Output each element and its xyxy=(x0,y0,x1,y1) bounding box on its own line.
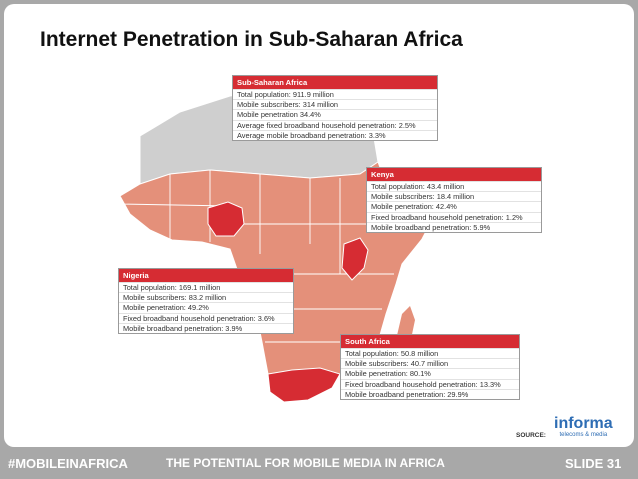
nigeria-region xyxy=(207,201,245,237)
source-label: SOURCE: xyxy=(516,432,546,439)
kenya-region xyxy=(341,237,369,281)
box-row: Total population: 50.8 million xyxy=(341,348,519,358)
box-row: Total population: 911.9 million xyxy=(233,89,437,99)
slide-footer: #MOBILEINAFRICA THE POTENTIAL FOR MOBILE… xyxy=(0,450,638,479)
box-row: Fixed broadband household penetration: 1… xyxy=(341,378,519,389)
box-row: Average mobile broadband penetration: 3.… xyxy=(233,129,437,140)
box-row: Mobile broadband penetration: 3.9% xyxy=(119,322,293,333)
box-row: Mobile subscribers: 18.4 million xyxy=(367,191,541,201)
box-header: South Africa xyxy=(341,335,519,348)
sub-saharan-africa-box: Sub-Saharan Africa Total population: 911… xyxy=(232,75,438,141)
footer-title: THE POTENTIAL FOR MOBILE MEDIA IN AFRICA xyxy=(166,456,445,470)
box-row: Fixed broadband household penetration: 3… xyxy=(119,312,293,323)
nigeria-box: Nigeria Total population: 169.1 million … xyxy=(118,268,294,334)
kenya-box: Kenya Total population: 43.4 million Mob… xyxy=(366,167,542,233)
box-row: Mobile subscribers: 83.2 million xyxy=(119,292,293,302)
box-row: Mobile subscribers: 314 million xyxy=(233,99,437,109)
informa-logo: informa telecoms & media xyxy=(554,416,613,439)
slide-content: Internet Penetration in Sub-Saharan Afri… xyxy=(4,4,634,447)
box-row: Mobile penetration: 80.1% xyxy=(341,368,519,378)
box-row: Fixed broadband household penetration: 1… xyxy=(367,211,541,222)
box-header: Nigeria xyxy=(119,269,293,282)
box-header: Kenya xyxy=(367,168,541,181)
box-row: Mobile broadband penetration: 5.9% xyxy=(367,221,541,232)
box-row: Average fixed broadband household penetr… xyxy=(233,119,437,130)
south-africa-region xyxy=(267,367,341,403)
box-row: Mobile penetration: 42.4% xyxy=(367,201,541,211)
slide-title: Internet Penetration in Sub-Saharan Afri… xyxy=(40,28,463,51)
box-header: Sub-Saharan Africa xyxy=(233,76,437,89)
logo-tagline: telecoms & media xyxy=(559,432,608,438)
box-row: Total population: 169.1 million xyxy=(119,282,293,292)
box-row: Mobile broadband penetration: 29.9% xyxy=(341,388,519,399)
footer-slide-number: SLIDE 31 xyxy=(565,456,622,471)
box-row: Mobile penetration 34.4% xyxy=(233,109,437,119)
logo-name: informa xyxy=(554,415,613,432)
box-row: Mobile penetration: 49.2% xyxy=(119,302,293,312)
box-row: Mobile subscribers: 40.7 million xyxy=(341,358,519,368)
south-africa-box: South Africa Total population: 50.8 mill… xyxy=(340,334,520,400)
box-row: Total population: 43.4 million xyxy=(367,181,541,191)
footer-hashtag: #MOBILEINAFRICA xyxy=(8,456,128,471)
